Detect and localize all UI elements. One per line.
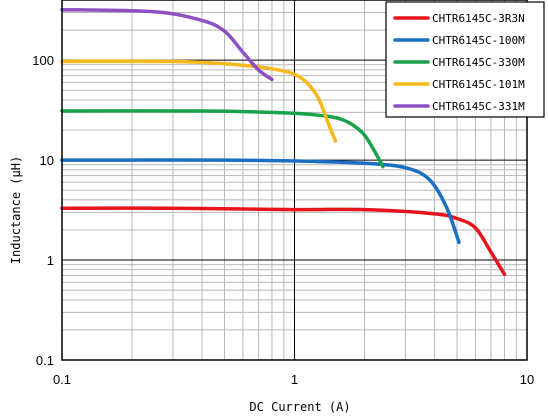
y-tick-label: 0.1	[36, 353, 54, 368]
legend-label: CHTR6145C-331M	[432, 100, 525, 113]
series-line-4	[60, 59, 338, 143]
legend-box	[385, 1, 545, 118]
x-tick-label: 10	[520, 372, 534, 387]
series-line-5	[60, 7, 274, 82]
y-tick-label: 1	[47, 253, 54, 268]
x-axis-label: DC Current (A)	[249, 400, 350, 414]
x-tick-label: 1	[291, 372, 298, 387]
legend-label: CHTR6145C-100M	[432, 34, 525, 47]
series-lines	[60, 7, 507, 277]
legend: CHTR6145C-3R3N CHTR6145C-100M CHTR6145C-33…	[385, 1, 545, 118]
y-tick-label: 100	[32, 53, 54, 68]
y-tick-labels: 0.1 1 10 100	[32, 53, 54, 368]
legend-label: CHTR6145C-3R3N	[432, 12, 525, 25]
x-tick-labels: 0.1 1 10	[53, 372, 534, 387]
y-tick-label: 10	[40, 153, 54, 168]
y-axis-label: Inductance (μH)	[9, 156, 23, 264]
series-line-3	[60, 109, 385, 169]
legend-label: CHTR6145C-101M	[432, 78, 525, 91]
series-line-2	[60, 158, 461, 245]
legend-label: CHTR6145C-330M	[432, 56, 525, 69]
x-tick-label: 0.1	[53, 372, 71, 387]
plot-frame	[61, 0, 528, 361]
series-line-1	[60, 206, 507, 277]
